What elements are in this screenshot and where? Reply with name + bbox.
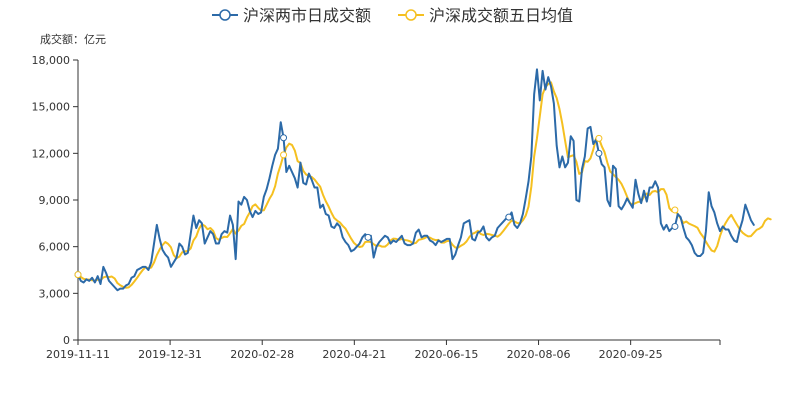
x-tick-label: 2019-12-31 <box>138 348 202 361</box>
y-tick-label: 18,000 <box>32 54 71 67</box>
data-point-marker-ma5[interactable] <box>595 134 603 142</box>
legend-ma5-label: 沪深成交额五日均值 <box>429 6 573 25</box>
data-point-marker-daily[interactable] <box>595 149 603 157</box>
legend-daily-marker-icon <box>219 9 231 21</box>
x-tick-label: 2020-04-21 <box>322 348 386 361</box>
data-point-marker-ma5[interactable] <box>74 271 82 279</box>
legend-item-daily[interactable]: 沪深两市日成交额 <box>212 6 371 25</box>
y-axis-ticks: 0 3,000 6,000 9,000 12,000 15,000 18,000 <box>32 54 78 347</box>
marker-layer <box>74 134 679 279</box>
y-tick-label: 3,000 <box>39 287 71 300</box>
series-line-ma5[interactable] <box>77 81 772 289</box>
x-tick-label: 2020-06-15 <box>414 348 478 361</box>
y-tick-label: 0 <box>63 334 70 347</box>
y-tick-label: 6,000 <box>39 241 71 254</box>
data-point-marker-daily[interactable] <box>364 233 372 241</box>
data-point-marker-daily[interactable] <box>505 213 513 221</box>
x-axis-ticks: 2019-11-11 2019-12-31 2020-02-28 2020-04-21… <box>46 340 721 361</box>
x-tick-label: 2020-02-28 <box>230 348 294 361</box>
x-tick-label: 2020-08-06 <box>507 348 571 361</box>
legend: 沪深两市日成交额 沪深成交额五日均值 <box>212 6 573 25</box>
data-point-marker-daily[interactable] <box>280 134 288 142</box>
x-tick-label: 2019-11-11 <box>46 348 110 361</box>
y-tick-label: 15,000 <box>32 101 71 114</box>
data-point-marker-ma5[interactable] <box>280 151 288 159</box>
x-tick-label: 2020-09-25 <box>599 348 663 361</box>
series-line-daily[interactable] <box>77 68 755 292</box>
data-point-marker-ma5[interactable] <box>671 206 679 214</box>
y-tick-label: 12,000 <box>32 147 71 160</box>
y-axis-unit-label: 成交额：亿元 <box>40 32 106 46</box>
legend-item-ma5[interactable]: 沪深成交额五日均值 <box>398 6 573 25</box>
legend-ma5-marker-icon <box>405 9 417 21</box>
legend-daily-label: 沪深两市日成交额 <box>243 6 371 25</box>
data-point-marker-daily[interactable] <box>671 222 679 230</box>
y-tick-label: 9,000 <box>39 194 71 207</box>
plot-area <box>77 68 772 292</box>
